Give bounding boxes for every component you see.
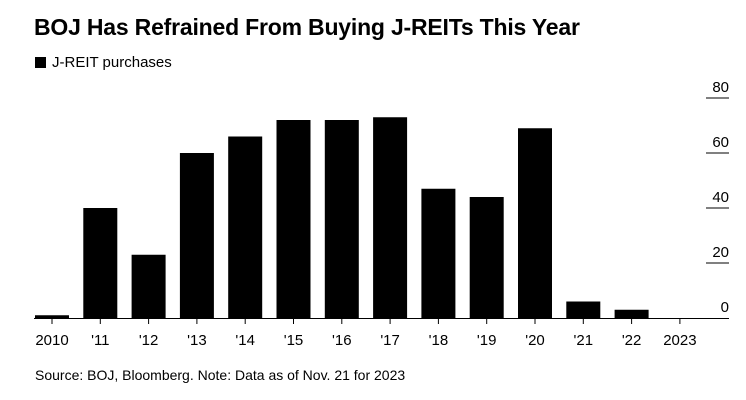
x-tick-label: 2010 (35, 332, 68, 349)
x-tick-label: '16 (332, 332, 352, 349)
bar (83, 208, 118, 318)
source-note: Source: BOJ, Bloomberg. Note: Data as of… (35, 367, 406, 383)
y-tick-label: 60 (712, 134, 729, 151)
bar (614, 309, 649, 318)
chart-title: BOJ Has Refrained From Buying J-REITs Th… (34, 14, 580, 40)
y-tick-label: 0 (721, 299, 729, 316)
x-tick-label: '11 (91, 332, 109, 349)
y-tick-label: 40 (712, 189, 729, 206)
bar (228, 136, 263, 318)
bar (373, 117, 408, 318)
x-tick-label: '13 (187, 332, 207, 349)
y-tick-label: 20 (712, 244, 729, 261)
bar (179, 153, 214, 318)
x-tick-label: 2023 (663, 332, 696, 349)
bar (469, 197, 504, 318)
x-tick-label: '15 (284, 332, 304, 349)
x-tick-label: '12 (139, 332, 159, 349)
x-tick-label: '22 (622, 332, 642, 349)
x-tick-label: '14 (235, 332, 255, 349)
y-tick-label: 80 (712, 79, 729, 96)
bar (131, 254, 166, 318)
bar (324, 120, 359, 318)
bar (421, 188, 456, 318)
x-tick-label: '19 (477, 332, 497, 349)
bar (35, 315, 69, 318)
x-tick-label: '17 (380, 332, 400, 349)
legend-label: J-REIT purchases (52, 54, 172, 71)
bar (566, 301, 601, 318)
legend: J-REIT purchases (35, 54, 172, 71)
legend-swatch (35, 57, 46, 68)
bar (518, 128, 552, 318)
x-tick-label: '18 (429, 332, 449, 349)
x-tick-label: '21 (574, 332, 594, 349)
x-tick-label: '20 (525, 332, 545, 349)
bar (276, 120, 311, 318)
